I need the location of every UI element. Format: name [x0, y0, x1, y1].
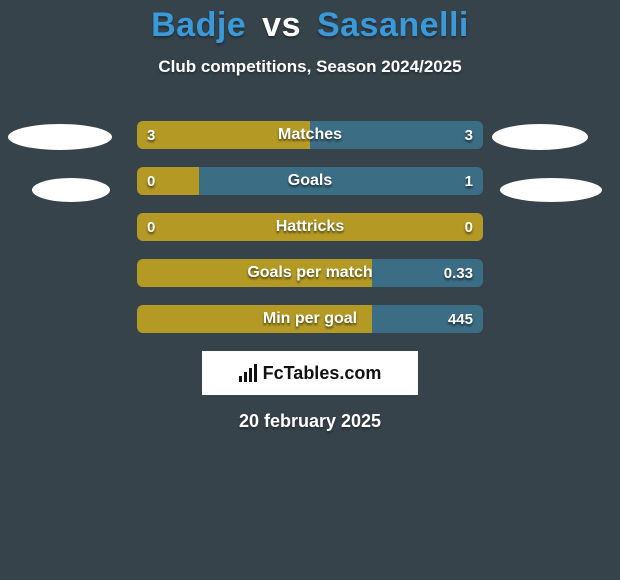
title-vs: vs [262, 6, 301, 44]
bar-row: Goals01 [137, 167, 483, 195]
bar-left-fill [137, 259, 372, 287]
avatar-oval [500, 178, 602, 202]
bar-right-fill [199, 167, 483, 195]
bar-row: Goals per match0.33 [137, 259, 483, 287]
bar-right-fill [310, 121, 483, 149]
bar-left-fill [137, 213, 483, 241]
page-title: Badje vs Sasanelli [0, 0, 620, 45]
fctables-logo-box: FcTables.com [202, 351, 418, 395]
bar-right-fill [372, 259, 483, 287]
bar-row: Hattricks00 [137, 213, 483, 241]
title-player1: Badje [151, 6, 246, 44]
bar-row: Matches33 [137, 121, 483, 149]
fctables-logo: FcTables.com [239, 363, 382, 384]
subtitle: Club competitions, Season 2024/2025 [0, 57, 620, 77]
comparison-bars: Matches33 Goals01 Hattricks00 Goals per mat… [137, 121, 483, 333]
avatar-oval [32, 178, 110, 202]
avatar-oval [492, 124, 588, 150]
title-player2: Sasanelli [317, 6, 469, 44]
bar-left-fill [137, 121, 310, 149]
bar-left-fill [137, 167, 199, 195]
bar-right-fill [372, 305, 483, 333]
bar-row: Min per goal445 [137, 305, 483, 333]
fctables-bar-icon [239, 364, 257, 382]
date-line: 20 february 2025 [0, 411, 620, 432]
fctables-text: FcTables.com [263, 363, 382, 384]
bar-left-fill [137, 305, 372, 333]
avatar-oval [8, 124, 112, 150]
